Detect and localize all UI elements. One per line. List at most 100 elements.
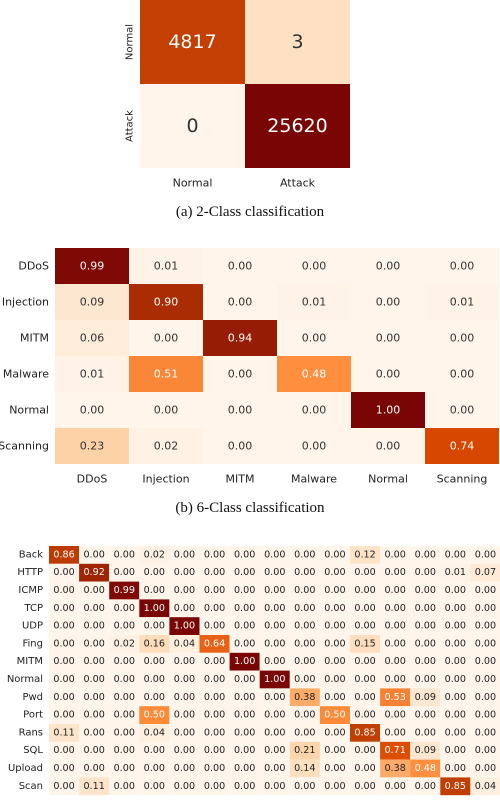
cell-value-2class: 4817 [168,31,216,53]
cell-15class [79,581,110,600]
cell-value-15class: 0.00 [234,781,255,792]
cell-value-15class: 0.00 [53,692,74,703]
cell-15class [49,599,80,618]
cell-15class [380,617,411,635]
cell-15class [49,706,80,724]
cell-value-2class: 0 [186,115,198,137]
cell-15class [350,706,381,724]
cell-15class [229,759,260,778]
cell-value-15class: 0.00 [234,585,255,596]
row-label-15class: Rans [19,727,43,738]
cell-15class [79,652,110,671]
cell-15class [229,599,260,618]
cell-15class [169,777,200,796]
cell-value-15class: 0.00 [384,656,405,667]
row-label-15class: Back [19,549,43,560]
cell-6class [425,428,499,464]
cell-15class [259,581,290,600]
cell-15class [229,688,260,707]
cell-value-6class: 0.06 [80,332,105,345]
cell-value-15class: 0.00 [294,727,315,738]
cell-value-15class: 0.00 [234,638,255,649]
cell-6class [55,392,129,428]
cell-15class [350,546,381,564]
cell-value-15class: 0.00 [114,549,135,560]
cell-value-15class: 0.00 [174,585,195,596]
cell-value-15class: 0.00 [83,549,104,560]
cell-value-15class: 0.53 [384,692,405,703]
cell-15class [470,617,500,635]
cell-value-15class: 0.00 [324,692,345,703]
cell-15class [109,581,140,600]
cell-15class [289,563,320,582]
cell-value-6class: 0.09 [80,296,105,309]
cell-value-15class: 0.00 [445,585,466,596]
cell-15class [169,635,200,653]
cell-15class [139,635,170,653]
cell-15class [229,635,260,653]
cell-15class [319,724,350,742]
cell-value-15class: 0.00 [354,781,375,792]
cell-15class [79,759,110,778]
cell-15class [259,546,290,564]
cell-value-15class: 0.00 [445,674,466,685]
cell-value-15class: 0.00 [264,638,285,649]
cell-value-15class: 0.00 [204,745,225,756]
cell-value-15class: 0.00 [475,549,496,560]
cell-value-6class: 0.23 [80,440,105,453]
cell-value-15class: 0.00 [144,763,165,774]
cell-15class [229,724,260,742]
cell-15class [319,599,350,618]
cell-15class [380,759,411,778]
cell-15class [410,563,441,582]
cell-15class [79,617,110,635]
col-label-6class: MITM [226,473,255,486]
cell-value-15class: 0.00 [204,621,225,632]
cell-6class [351,320,425,356]
cell-value-15class: 0.00 [53,674,74,685]
cell-value-15class: 0.00 [174,603,195,614]
cell-value-15class: 0.00 [294,674,315,685]
cell-15class [79,724,110,742]
cell-value-15class: 0.38 [294,692,315,703]
col-label-6class: Scanning [437,473,488,486]
cell-6class [425,356,499,392]
cell-15class [49,581,80,600]
cell-15class [289,599,320,618]
cell-value-6class: 0.00 [80,404,105,417]
cell-15class [259,741,290,760]
cell-15class [380,581,411,600]
cell-value-15class: 0.00 [114,710,135,721]
cell-15class [109,724,140,742]
cell-15class [259,563,290,582]
cell-15class [259,777,290,796]
cell-value-15class: 0.00 [445,692,466,703]
cell-value-15class: 0.00 [204,710,225,721]
cell-value-15class: 0.00 [204,674,225,685]
cell-value-15class: 1.00 [174,621,195,632]
cell-value-15class: 0.00 [294,621,315,632]
cell-value-15class: 0.00 [174,674,195,685]
cell-6class [425,392,499,428]
cell-15class [49,563,80,582]
cell-15class [410,670,441,689]
cell-15class [380,563,411,582]
cell-15class [169,759,200,778]
cell-15class [259,670,290,689]
cell-6class [203,356,277,392]
cell-value-15class: 0.00 [475,656,496,667]
cell-15class [350,724,381,742]
cell-value-15class: 0.00 [324,621,345,632]
cell-15class [199,741,230,760]
cell-value-15class: 0.00 [294,638,315,649]
cell-15class [350,599,381,618]
heatmap-6class: 0.99 0.01 0.00 0.00 0.00 0.00 0.09 0.90 0.00 0.01… [0,248,499,486]
cell-15class [380,777,411,796]
cell-value-15class: 0.00 [53,710,74,721]
cell-value-6class: 0.00 [450,404,475,417]
caption-6class: (b) 6-Class classification [175,500,325,516]
cell-value-15class: 0.00 [204,585,225,596]
cell-value-15class: 0.00 [475,621,496,632]
row-label-15class: SQL [23,745,43,756]
cell-value-15class: 0.00 [384,603,405,614]
